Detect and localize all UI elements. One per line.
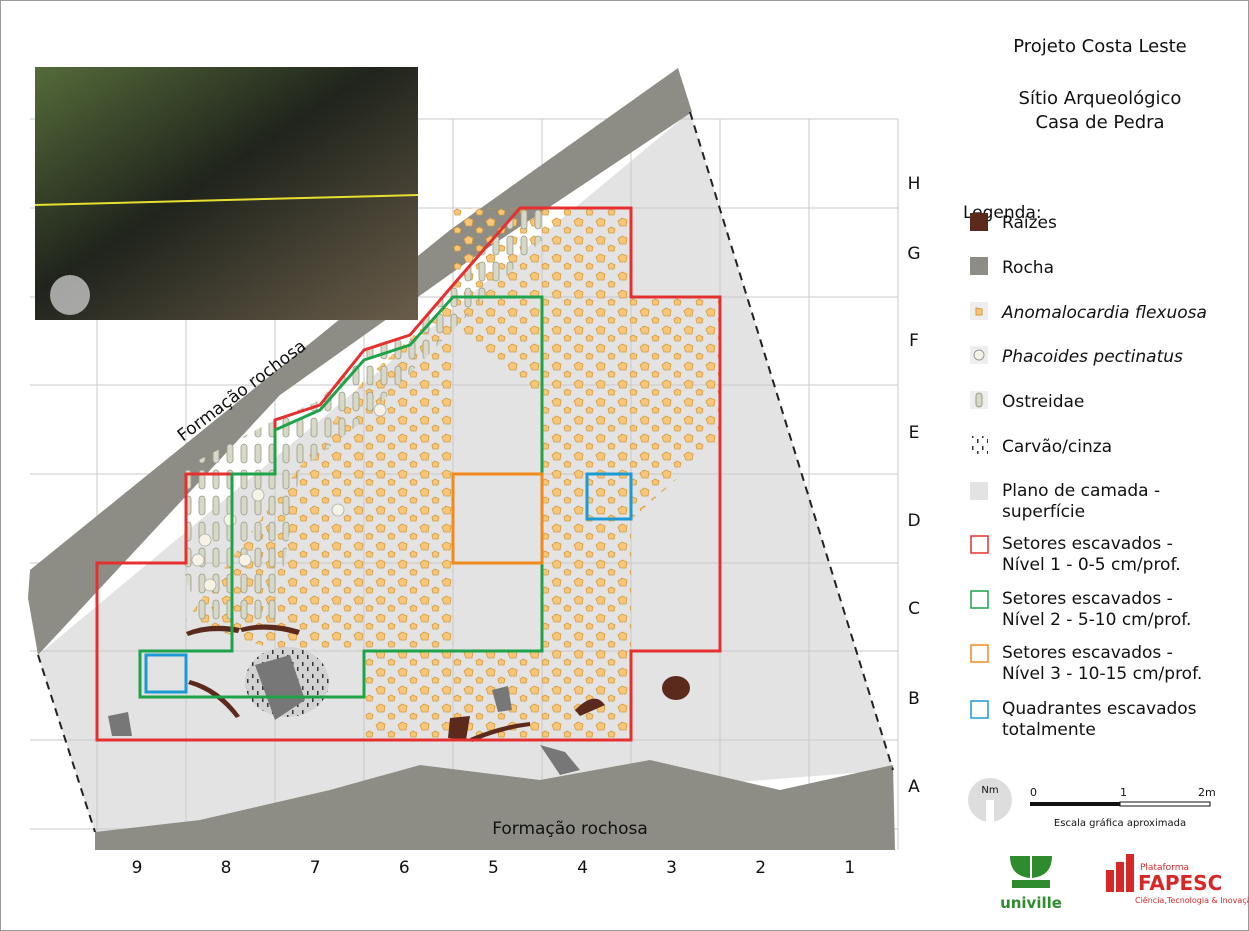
row-label: H <box>908 174 921 194</box>
legend-icon <box>971 591 988 608</box>
legend-label: Quadrantes escavados <box>1002 699 1197 719</box>
legend-label: Phacoides pectinatus <box>1002 347 1183 367</box>
column-label: 5 <box>488 858 499 878</box>
scale-tick: 0 <box>1030 786 1037 799</box>
legend-label: Plano de camada - <box>1002 481 1160 501</box>
univille-logo <box>1010 856 1052 888</box>
legend-icon <box>974 350 984 360</box>
map-label: Formação rochosa <box>492 819 648 839</box>
legend-icon <box>970 482 988 500</box>
scale-bar <box>1120 802 1210 806</box>
legend-label: Setores escavados - <box>1002 534 1173 554</box>
legend-label: Anomalocardia flexuosa <box>1001 303 1207 323</box>
site-photo <box>35 67 418 320</box>
column-label: 2 <box>755 858 766 878</box>
column-label: 6 <box>399 858 410 878</box>
scale-tick: 2m <box>1198 786 1216 799</box>
north-label: Nm <box>981 785 998 796</box>
legend-label: Raízes <box>1002 213 1057 233</box>
row-label: B <box>908 689 920 709</box>
row-label: G <box>907 244 920 264</box>
map-figure: Formação rochosa Formação rochosa HGFEDC… <box>0 0 1249 931</box>
fapesc-logo <box>1106 854 1134 892</box>
univille-text: univille <box>1000 894 1062 912</box>
legend-label: Setores escavados - <box>1002 589 1173 609</box>
site-name: Sítio Arqueológico <box>1019 88 1182 109</box>
row-label: C <box>908 599 920 619</box>
row-label: A <box>908 777 920 797</box>
legend-label: Ostreidae <box>1002 392 1084 412</box>
legend-label: Setores escavados - <box>1002 643 1173 663</box>
legend-label: Nível 2 - 5-10 cm/prof. <box>1002 610 1191 630</box>
scale-tick: 1 <box>1120 786 1127 799</box>
north-arrow <box>986 800 994 824</box>
row-label: D <box>907 511 920 531</box>
row-label: F <box>909 331 919 351</box>
column-label: 8 <box>221 858 232 878</box>
photo-detail <box>50 275 90 315</box>
column-label: 1 <box>844 858 855 878</box>
legend-label: Carvão/cinza <box>1002 437 1112 457</box>
scale-caption: Escala gráfica aproximada <box>1054 817 1186 829</box>
legend-icon <box>971 645 988 662</box>
legend-label: Nível 1 - 0-5 cm/prof. <box>1002 555 1181 575</box>
column-label: 7 <box>310 858 321 878</box>
column-label: 4 <box>577 858 588 878</box>
site-name: Casa de Pedra <box>1035 112 1164 133</box>
legend-icon <box>976 393 982 407</box>
scale-bar <box>1030 802 1120 806</box>
legend-icon <box>971 701 988 718</box>
column-label: 9 <box>132 858 143 878</box>
legend-icon <box>976 308 982 315</box>
legend-label: Nível 3 - 10-15 cm/prof. <box>1002 664 1202 684</box>
legend-label: superfície <box>1002 502 1085 522</box>
legend-icon <box>970 257 988 275</box>
row-label: E <box>909 423 920 443</box>
fapesc-text: Ciência,Tecnologia & Inovação <box>1135 895 1249 905</box>
project-title: Projeto Costa Leste <box>1013 36 1187 57</box>
fapesc-text: FAPESC <box>1138 871 1222 895</box>
legend-label: totalmente <box>1002 720 1096 740</box>
column-label: 3 <box>666 858 677 878</box>
legend-icon <box>970 213 988 231</box>
legend-label: Rocha <box>1002 258 1054 278</box>
legend-icon <box>970 436 988 454</box>
legend-icon <box>971 536 988 553</box>
